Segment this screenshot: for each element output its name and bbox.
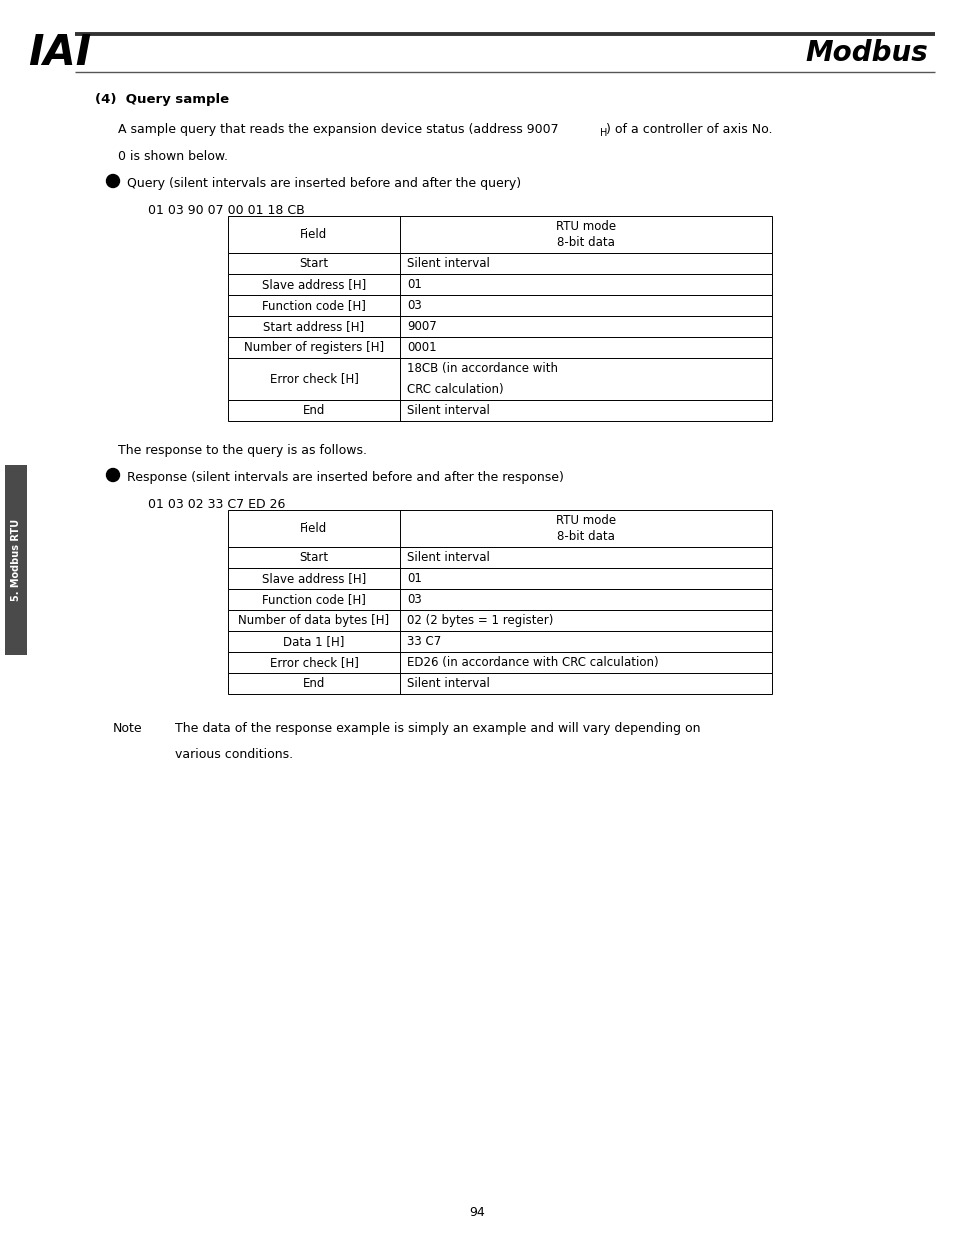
Text: RTU mode: RTU mode xyxy=(556,514,616,527)
Text: 01 03 90 07 00 01 18 CB: 01 03 90 07 00 01 18 CB xyxy=(148,204,304,217)
Bar xyxy=(228,295,771,316)
Bar xyxy=(228,631,771,652)
Circle shape xyxy=(107,174,119,188)
Text: Number of data bytes [H]: Number of data bytes [H] xyxy=(238,614,389,627)
Text: 8-bit data: 8-bit data xyxy=(557,530,615,543)
Bar xyxy=(228,610,771,631)
Bar xyxy=(228,274,771,295)
Text: H: H xyxy=(599,128,607,138)
Text: The response to the query is as follows.: The response to the query is as follows. xyxy=(118,445,367,457)
Text: End: End xyxy=(302,404,325,417)
Text: End: End xyxy=(302,677,325,690)
Bar xyxy=(228,253,771,274)
Text: Slave address [H]: Slave address [H] xyxy=(262,572,366,585)
Text: Function code [H]: Function code [H] xyxy=(262,299,366,312)
Text: 01: 01 xyxy=(407,278,421,291)
Bar xyxy=(228,337,771,358)
Text: 33 C7: 33 C7 xyxy=(407,635,441,648)
Text: 5. Modbus RTU: 5. Modbus RTU xyxy=(11,519,21,601)
Text: 18CB (in accordance with: 18CB (in accordance with xyxy=(407,362,558,375)
Text: Note: Note xyxy=(112,722,143,735)
Text: 94: 94 xyxy=(469,1207,484,1219)
Text: Error check [H]: Error check [H] xyxy=(270,373,358,385)
Bar xyxy=(228,316,771,337)
Text: Function code [H]: Function code [H] xyxy=(262,593,366,606)
Bar xyxy=(5,466,27,655)
Text: various conditions.: various conditions. xyxy=(174,747,293,761)
Text: ED26 (in accordance with CRC calculation): ED26 (in accordance with CRC calculation… xyxy=(407,656,658,669)
Bar xyxy=(228,510,771,547)
Bar xyxy=(228,400,771,421)
Text: A sample query that reads the expansion device status (address 9007: A sample query that reads the expansion … xyxy=(118,124,558,136)
Text: Start: Start xyxy=(299,551,328,564)
Text: 03: 03 xyxy=(407,299,421,312)
Bar xyxy=(228,547,771,568)
Bar xyxy=(228,358,771,400)
Text: Field: Field xyxy=(300,522,327,535)
Text: Modbus: Modbus xyxy=(804,40,927,67)
Text: Error check [H]: Error check [H] xyxy=(270,656,358,669)
Text: Field: Field xyxy=(300,228,327,241)
Text: Start address [H]: Start address [H] xyxy=(263,320,364,333)
Text: 9007: 9007 xyxy=(407,320,436,333)
Text: Start: Start xyxy=(299,257,328,270)
Text: Query (silent intervals are inserted before and after the query): Query (silent intervals are inserted bef… xyxy=(127,177,520,190)
Bar xyxy=(228,216,771,253)
Text: 02 (2 bytes = 1 register): 02 (2 bytes = 1 register) xyxy=(407,614,553,627)
Text: Number of registers [H]: Number of registers [H] xyxy=(244,341,384,354)
Text: Silent interval: Silent interval xyxy=(407,551,489,564)
Text: 01: 01 xyxy=(407,572,421,585)
Text: ) of a controller of axis No.: ) of a controller of axis No. xyxy=(605,124,772,136)
Text: 01 03 02 33 C7 ED 26: 01 03 02 33 C7 ED 26 xyxy=(148,498,285,511)
Circle shape xyxy=(107,468,119,482)
Text: 0001: 0001 xyxy=(407,341,436,354)
Text: 0 is shown below.: 0 is shown below. xyxy=(118,149,228,163)
Text: The data of the response example is simply an example and will vary depending on: The data of the response example is simp… xyxy=(174,722,700,735)
Text: (4)  Query sample: (4) Query sample xyxy=(95,93,229,106)
Text: Silent interval: Silent interval xyxy=(407,257,489,270)
Text: 03: 03 xyxy=(407,593,421,606)
Text: IAI: IAI xyxy=(28,32,91,74)
Bar xyxy=(228,589,771,610)
Text: CRC calculation): CRC calculation) xyxy=(407,383,503,396)
Text: Silent interval: Silent interval xyxy=(407,677,489,690)
Text: RTU mode: RTU mode xyxy=(556,220,616,233)
Text: Slave address [H]: Slave address [H] xyxy=(262,278,366,291)
Text: Silent interval: Silent interval xyxy=(407,404,489,417)
Text: Response (silent intervals are inserted before and after the response): Response (silent intervals are inserted … xyxy=(127,471,563,484)
Text: 8-bit data: 8-bit data xyxy=(557,236,615,249)
Bar xyxy=(228,652,771,673)
Bar xyxy=(228,673,771,694)
Bar xyxy=(228,568,771,589)
Text: Data 1 [H]: Data 1 [H] xyxy=(283,635,344,648)
